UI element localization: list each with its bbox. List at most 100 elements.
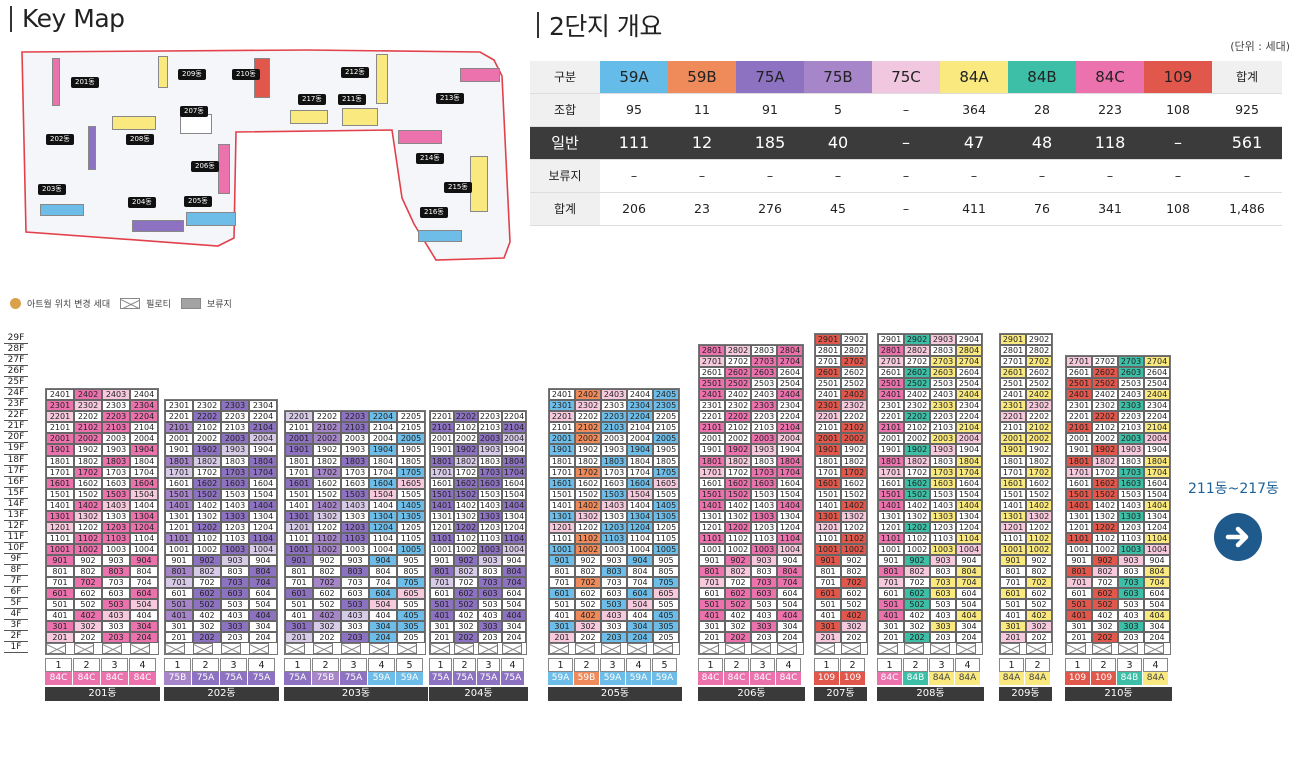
- keymap-building-label[interactable]: 216동: [420, 207, 448, 218]
- unit-cell[interactable]: 1003: [930, 543, 956, 555]
- unit-cell[interactable]: 1101: [1066, 532, 1092, 544]
- unit-cell[interactable]: 304: [369, 621, 397, 633]
- unit-cell[interactable]: 704: [369, 577, 397, 589]
- unit-cell[interactable]: 2202: [1026, 411, 1052, 423]
- unit-cell[interactable]: 1505: [653, 488, 679, 500]
- unit-cell[interactable]: 1601: [878, 477, 904, 489]
- unit-cell[interactable]: 2402: [725, 389, 751, 401]
- unit-cell[interactable]: 401: [815, 610, 841, 622]
- unit-cell[interactable]: 302: [904, 621, 930, 633]
- unit-cell[interactable]: 403: [221, 610, 249, 622]
- unit-cell[interactable]: 203: [930, 632, 956, 644]
- unit-cell[interactable]: 2602: [1092, 367, 1118, 379]
- unit-cell[interactable]: 403: [478, 610, 502, 622]
- unit-cell[interactable]: 1502: [454, 488, 478, 500]
- unit-cell[interactable]: 904: [956, 554, 982, 566]
- unit-cell[interactable]: 2203: [478, 411, 502, 423]
- unit-cell[interactable]: 1503: [102, 488, 130, 500]
- unit-cell[interactable]: 901: [815, 554, 841, 566]
- unit-cell[interactable]: 2704: [1144, 356, 1170, 368]
- unit-cell[interactable]: 602: [904, 588, 930, 600]
- unit-cell[interactable]: 1704: [1144, 466, 1170, 478]
- unit-cell[interactable]: 1501: [878, 488, 904, 500]
- unit-cell[interactable]: 501: [46, 599, 74, 611]
- unit-cell[interactable]: 1305: [653, 510, 679, 522]
- unit-cell[interactable]: 2503: [1118, 378, 1144, 390]
- piloti-cell[interactable]: [601, 643, 621, 655]
- unit-cell[interactable]: 702: [1092, 577, 1118, 589]
- unit-cell[interactable]: 2001: [165, 433, 193, 445]
- unit-cell[interactable]: 1301: [1066, 510, 1092, 522]
- unit-cell[interactable]: 1802: [575, 455, 601, 467]
- unit-cell[interactable]: 1401: [430, 499, 454, 511]
- unit-cell[interactable]: 2901: [1000, 334, 1026, 346]
- piloti-cell[interactable]: [502, 643, 522, 655]
- unit-cell[interactable]: 1401: [815, 499, 841, 511]
- unit-cell[interactable]: 1103: [221, 532, 249, 544]
- keymap-building-label[interactable]: 203동: [38, 184, 66, 195]
- unit-cell[interactable]: 2204: [627, 411, 653, 423]
- unit-cell[interactable]: 1602: [454, 477, 478, 489]
- unit-cell[interactable]: 604: [1144, 588, 1170, 600]
- unit-cell[interactable]: 502: [575, 599, 601, 611]
- unit-cell[interactable]: 2303: [930, 400, 956, 412]
- unit-cell[interactable]: 1905: [653, 444, 679, 456]
- unit-cell[interactable]: 204: [1144, 632, 1170, 644]
- unit-cell[interactable]: 801: [549, 566, 575, 578]
- unit-cell[interactable]: 1804: [777, 455, 803, 467]
- unit-cell[interactable]: 1904: [130, 444, 158, 456]
- unit-cell[interactable]: 603: [102, 588, 130, 600]
- unit-cell[interactable]: 702: [841, 577, 867, 589]
- unit-cell[interactable]: 2203: [751, 411, 777, 423]
- unit-cell[interactable]: 1603: [930, 477, 956, 489]
- unit-cell[interactable]: 905: [397, 554, 425, 566]
- unit-cell[interactable]: 1803: [221, 455, 249, 467]
- unit-cell[interactable]: 1504: [249, 488, 277, 500]
- unit-cell[interactable]: 2002: [725, 433, 751, 445]
- unit-cell[interactable]: 1102: [1026, 532, 1052, 544]
- unit-cell[interactable]: 801: [430, 566, 454, 578]
- unit-cell[interactable]: 804: [777, 565, 803, 578]
- unit-cell[interactable]: 1103: [930, 532, 956, 544]
- unit-cell[interactable]: 1202: [841, 521, 867, 533]
- unit-cell[interactable]: 1303: [1118, 510, 1144, 522]
- unit-cell[interactable]: 2001: [285, 433, 313, 445]
- unit-cell[interactable]: 1101: [165, 532, 193, 544]
- unit-cell[interactable]: 2303: [751, 400, 777, 412]
- unit-cell[interactable]: 1502: [841, 488, 867, 500]
- unit-cell[interactable]: 1802: [904, 455, 930, 467]
- unit-cell[interactable]: 304: [777, 621, 803, 633]
- unit-cell[interactable]: 1403: [341, 499, 369, 511]
- piloti-cell[interactable]: [478, 643, 498, 655]
- unit-cell[interactable]: 503: [478, 599, 502, 611]
- unit-cell[interactable]: 1104: [249, 532, 277, 544]
- unit-cell[interactable]: 802: [313, 566, 341, 578]
- unit-cell[interactable]: 1103: [478, 532, 502, 544]
- unit-cell[interactable]: 1301: [1000, 510, 1026, 522]
- unit-cell[interactable]: 305: [653, 621, 679, 633]
- unit-cell[interactable]: 304: [130, 621, 158, 633]
- unit-cell[interactable]: 2404: [627, 389, 653, 401]
- keymap-building-label[interactable]: 212동: [341, 67, 369, 78]
- unit-cell[interactable]: 1802: [454, 455, 478, 467]
- unit-cell[interactable]: 1104: [627, 532, 653, 544]
- unit-cell[interactable]: 1304: [956, 510, 982, 522]
- unit-cell[interactable]: 2304: [249, 400, 277, 412]
- unit-cell[interactable]: 703: [341, 577, 369, 589]
- unit-cell[interactable]: 304: [956, 621, 982, 633]
- unit-cell[interactable]: 301: [1066, 621, 1092, 633]
- unit-cell[interactable]: 1301: [878, 510, 904, 522]
- piloti-cell[interactable]: [165, 643, 185, 655]
- unit-cell[interactable]: 805: [397, 566, 425, 578]
- unit-cell[interactable]: 1502: [1026, 488, 1052, 500]
- unit-cell[interactable]: 1501: [165, 488, 193, 500]
- unit-cell[interactable]: 604: [956, 588, 982, 600]
- unit-cell[interactable]: 2601: [1000, 367, 1026, 379]
- unit-cell[interactable]: 1003: [751, 543, 777, 555]
- unit-cell[interactable]: 1904: [956, 444, 982, 456]
- unit-cell[interactable]: 2201: [699, 411, 725, 423]
- unit-cell[interactable]: 301: [285, 621, 313, 633]
- unit-cell[interactable]: 2204: [502, 411, 526, 423]
- unit-cell[interactable]: 203: [601, 632, 627, 644]
- unit-cell[interactable]: 201: [165, 632, 193, 644]
